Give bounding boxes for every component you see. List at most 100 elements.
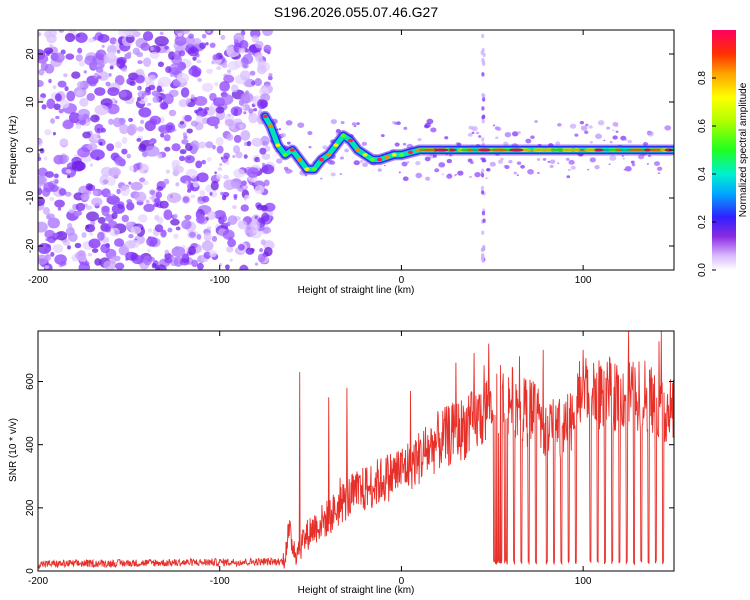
noise-blob bbox=[52, 131, 56, 136]
noise-blob bbox=[170, 73, 174, 77]
noise-blob bbox=[38, 183, 42, 189]
noise-blob bbox=[125, 251, 138, 261]
noise-blob bbox=[114, 74, 125, 86]
noise-blob bbox=[100, 71, 109, 81]
noise-blob bbox=[231, 84, 239, 93]
noise-blob bbox=[139, 177, 146, 183]
noise-blob bbox=[107, 87, 120, 97]
spectrogram-x-label: Height of straight line (km) bbox=[298, 285, 415, 296]
streak-blob bbox=[481, 92, 485, 98]
noise-blob bbox=[361, 141, 367, 146]
noise-blob bbox=[210, 180, 219, 191]
noise-blob bbox=[261, 205, 268, 212]
noise-blob bbox=[126, 77, 135, 85]
noise-blob bbox=[89, 232, 94, 236]
noise-blob bbox=[106, 195, 120, 205]
noise-blob bbox=[240, 105, 246, 110]
noise-blob bbox=[38, 254, 48, 265]
noise-blob bbox=[165, 122, 176, 133]
noise-blob bbox=[124, 240, 136, 249]
noise-blob bbox=[111, 203, 126, 214]
noise-blob bbox=[94, 104, 109, 116]
colorbar-tick-label: 0.2 bbox=[697, 215, 708, 229]
noise-blob bbox=[259, 99, 269, 109]
noise-blob bbox=[504, 131, 512, 138]
noise-blob bbox=[237, 186, 244, 192]
noise-blob bbox=[116, 49, 121, 54]
noise-blob bbox=[377, 168, 382, 172]
noise-blob bbox=[126, 199, 133, 204]
noise-blob bbox=[38, 138, 43, 146]
noise-blob bbox=[63, 73, 68, 78]
noise-blob bbox=[136, 86, 141, 91]
noise-blob bbox=[51, 52, 65, 63]
noise-blob bbox=[150, 46, 154, 51]
noise-blob bbox=[57, 80, 67, 88]
noise-blob bbox=[188, 231, 196, 238]
noise-blob bbox=[259, 147, 267, 155]
streak-blob bbox=[482, 218, 486, 223]
noise-blob bbox=[76, 81, 84, 89]
noise-blob bbox=[141, 93, 145, 97]
noise-blob bbox=[89, 163, 93, 167]
noise-blob bbox=[223, 152, 230, 160]
noise-blob bbox=[254, 215, 258, 220]
y-tick-label: 0 bbox=[25, 147, 36, 153]
noise-blob bbox=[536, 158, 541, 161]
noise-blob bbox=[240, 204, 249, 212]
noise-blob bbox=[62, 119, 74, 130]
noise-blob bbox=[58, 188, 67, 196]
noise-blob bbox=[154, 197, 161, 204]
noise-blob bbox=[220, 191, 224, 196]
noise-blob bbox=[205, 141, 214, 149]
noise-blob bbox=[40, 93, 47, 99]
noise-blob bbox=[128, 117, 134, 123]
noise-blob bbox=[199, 42, 207, 49]
noise-blob bbox=[209, 191, 213, 196]
noise-blob bbox=[261, 153, 271, 160]
noise-blob bbox=[88, 80, 97, 87]
noise-blob bbox=[107, 193, 112, 197]
noise-blob bbox=[286, 141, 291, 145]
noise-blob bbox=[155, 264, 167, 270]
noise-blob bbox=[221, 63, 228, 69]
noise-blob bbox=[248, 108, 254, 114]
noise-blob bbox=[589, 157, 596, 163]
noise-blob bbox=[238, 47, 246, 54]
noise-blob bbox=[155, 191, 162, 199]
noise-blob bbox=[77, 47, 83, 54]
noise-blob bbox=[209, 42, 216, 48]
noise-blob bbox=[106, 143, 115, 152]
streak-blob bbox=[481, 137, 485, 142]
noise-blob bbox=[54, 199, 65, 208]
noise-blob bbox=[116, 188, 121, 195]
noise-blob bbox=[184, 214, 192, 221]
noise-blob bbox=[220, 34, 226, 41]
noise-blob bbox=[226, 133, 234, 141]
streak-blob bbox=[481, 72, 485, 77]
snr-frame bbox=[37, 330, 675, 572]
noise-blob bbox=[184, 155, 195, 164]
noise-blob bbox=[508, 160, 513, 164]
noise-blob bbox=[167, 227, 173, 233]
noise-blob bbox=[101, 44, 105, 48]
noise-blob bbox=[195, 108, 208, 117]
noise-blob bbox=[620, 135, 627, 141]
snr-panel: -200 -100 0 100 0 200 400 600 Height of straig… bbox=[8, 330, 675, 596]
noise-blob bbox=[49, 196, 55, 201]
noise-blob bbox=[430, 127, 437, 133]
noise-blob bbox=[149, 140, 154, 145]
noise-blob bbox=[157, 61, 165, 68]
noise-blob bbox=[254, 262, 259, 266]
noise-blob bbox=[46, 213, 55, 220]
noise-blob bbox=[211, 60, 215, 65]
noise-blob bbox=[67, 222, 73, 229]
noise-blob bbox=[203, 251, 212, 260]
noise-blob bbox=[173, 256, 184, 267]
noise-blob bbox=[194, 109, 199, 114]
noise-blob bbox=[157, 153, 163, 159]
streak-blob bbox=[482, 157, 486, 163]
snr-background bbox=[38, 331, 674, 571]
noise-blob bbox=[330, 119, 337, 125]
